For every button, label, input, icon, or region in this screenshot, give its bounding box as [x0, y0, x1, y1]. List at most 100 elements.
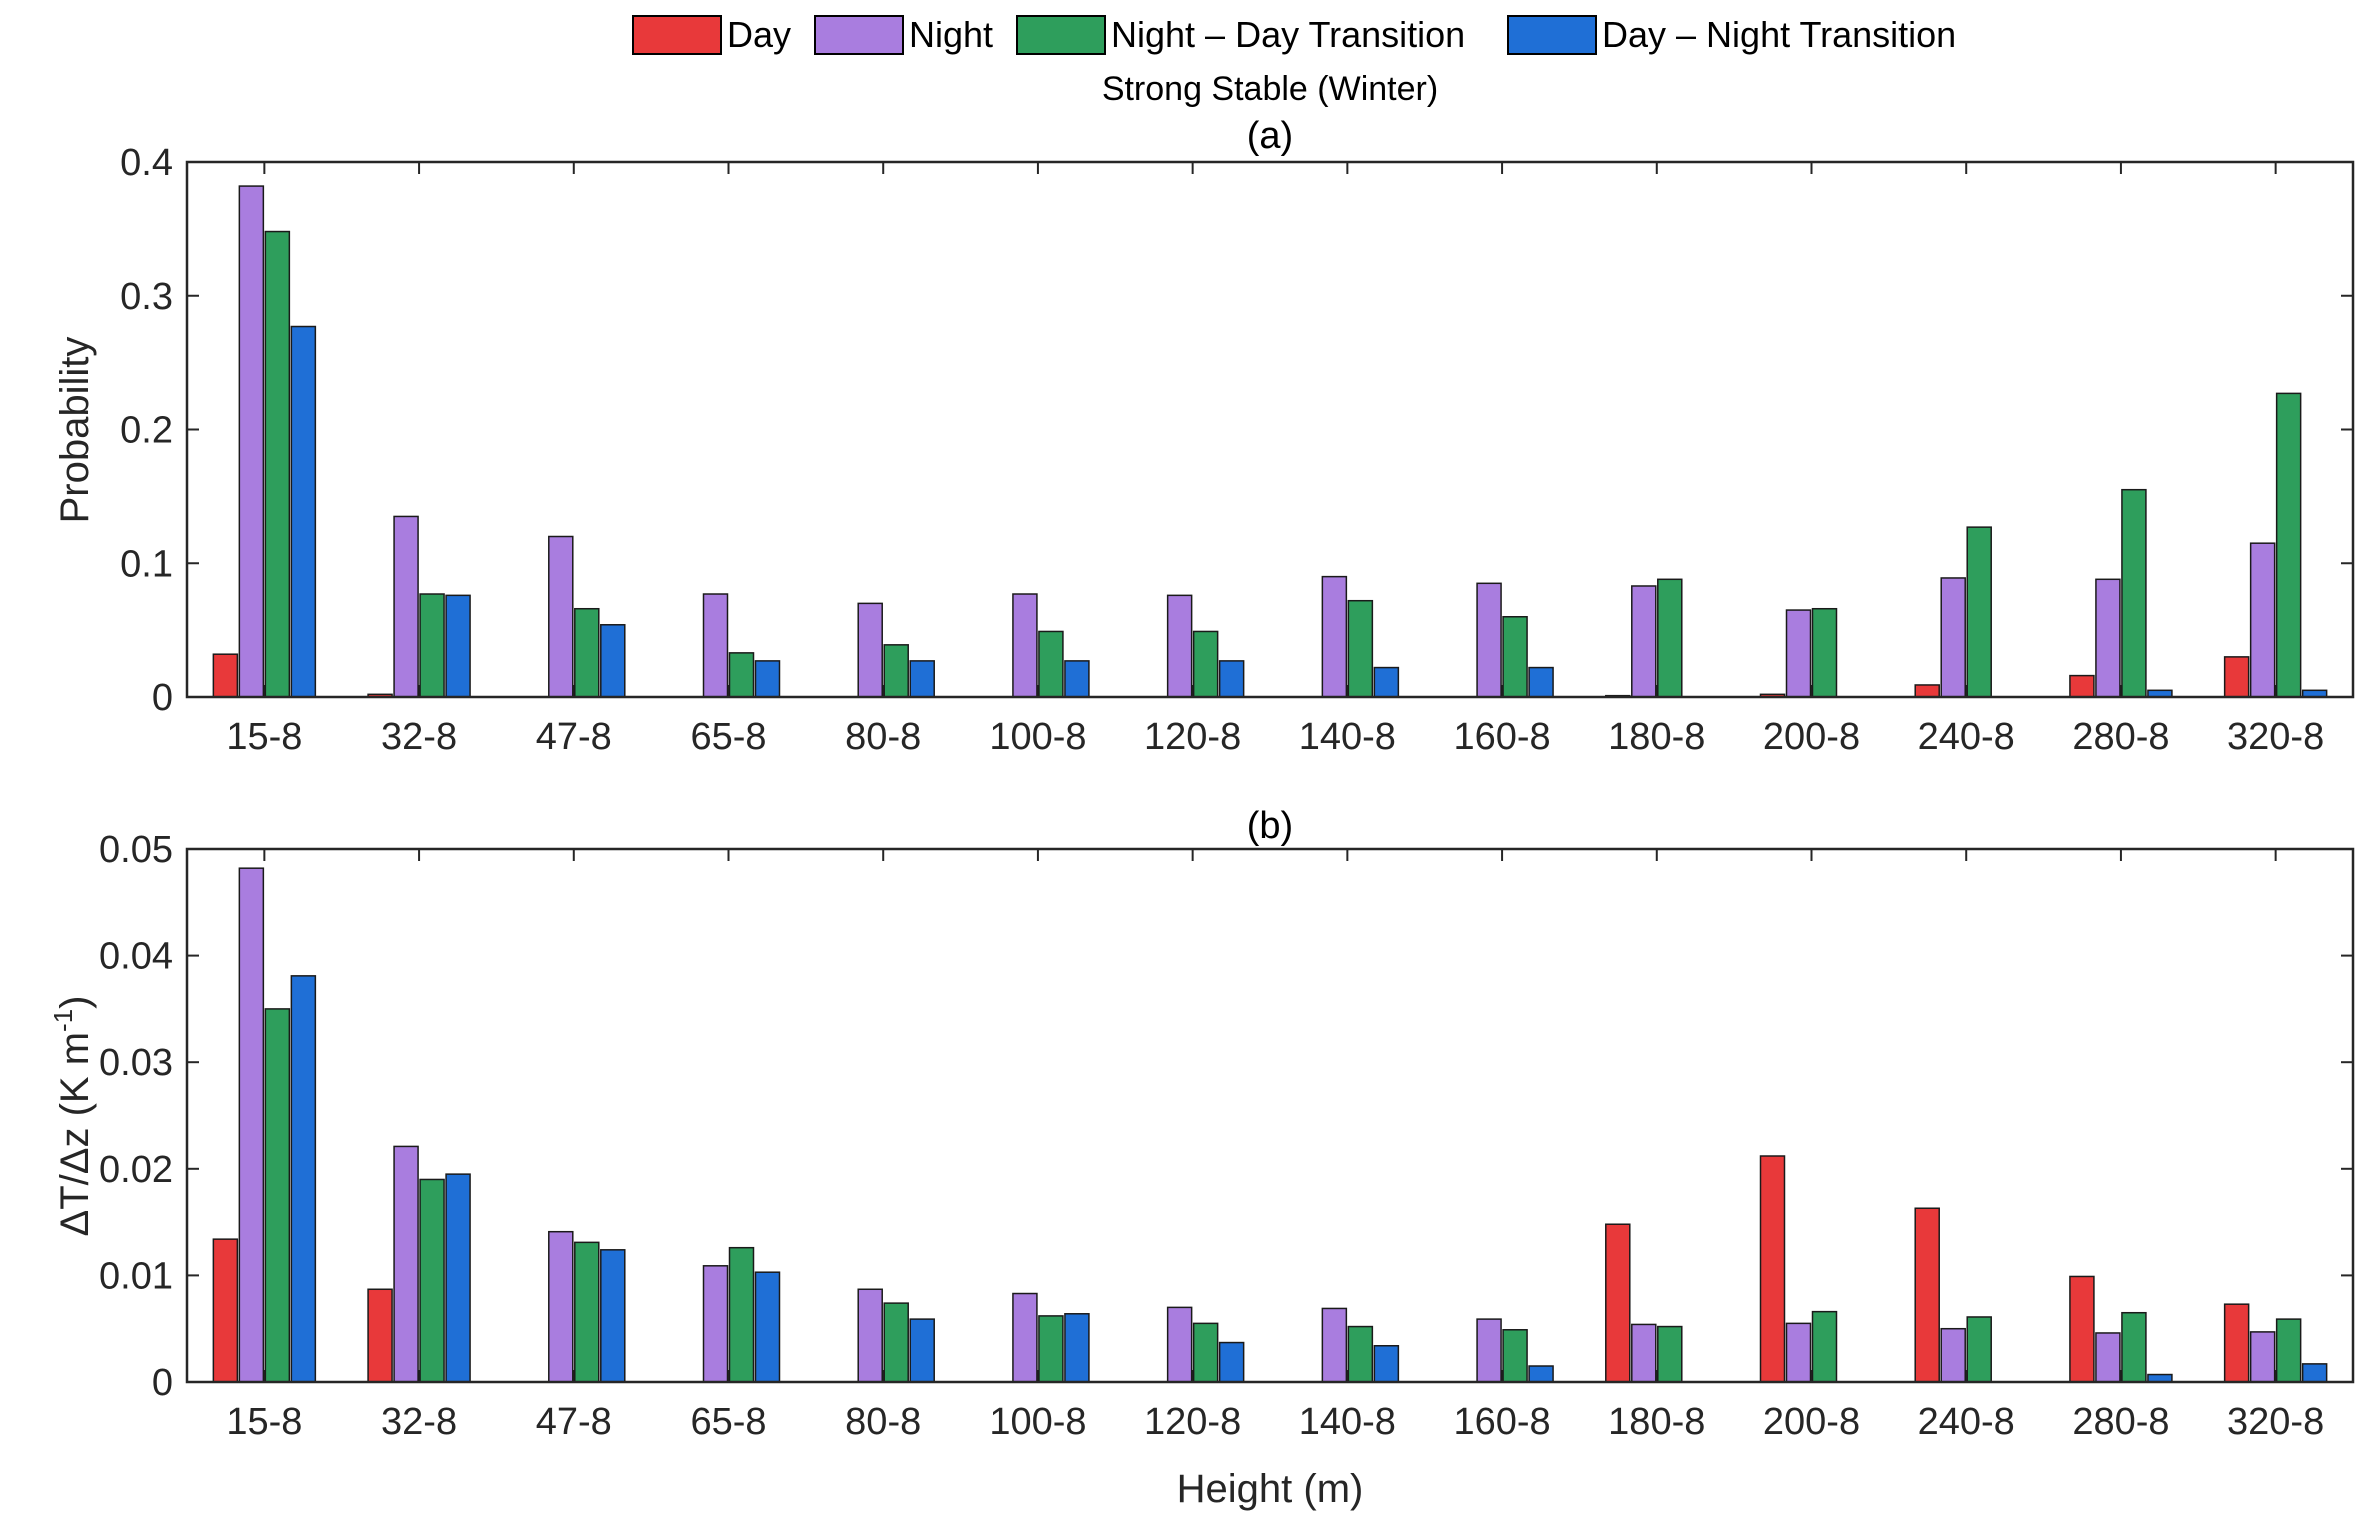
xtick-label: 160-8	[1453, 716, 1550, 758]
bar-night-15-8	[238, 867, 265, 1383]
bar-night-day-transition-65-8	[728, 652, 755, 698]
bar-night-180-8	[1631, 1323, 1657, 1383]
panel-b-ylabel: ΔT/Δz (K m-1)	[48, 996, 97, 1237]
bar-night-140-8	[1321, 575, 1348, 698]
xtick-label: 280-8	[2072, 1401, 2169, 1443]
bar-night-day-transition-280-8	[2121, 488, 2147, 698]
panel-b-title: (b)	[1247, 805, 1293, 847]
bar-night-65-8	[702, 1265, 729, 1383]
bar-night-280-8	[2095, 578, 2121, 698]
bar-day-280-8	[2069, 674, 2095, 698]
xtick-label: 240-8	[1918, 716, 2015, 758]
ytick-label: 0.01	[99, 1255, 173, 1297]
bar-night-120-8	[1166, 594, 1193, 698]
ytick-label: 0.05	[99, 829, 173, 871]
figure-subtitle: Strong Stable (Winter)	[1102, 70, 1438, 108]
panel-a-axes-box	[185, 160, 2355, 699]
bar-night-15-8	[238, 185, 265, 698]
bar-day-15-8	[212, 1238, 239, 1383]
bar-night-47-8	[548, 535, 574, 698]
panel-a-title: (a)	[1247, 115, 1293, 157]
panel-b-axes-box	[185, 847, 2355, 1384]
bar-day-night-transition-47-8	[600, 624, 626, 698]
bar-day-night-transition-160-8	[1528, 666, 1554, 698]
bar-night-240-8	[1940, 577, 1966, 698]
legend-swatch-0	[632, 15, 722, 55]
bar-night-day-transition-160-8	[1502, 1329, 1528, 1383]
bar-day-night-transition-140-8	[1373, 666, 1400, 698]
bar-day-200-8	[1759, 1155, 1786, 1383]
bar-night-day-transition-100-8	[1038, 630, 1064, 698]
bar-day-night-transition-120-8	[1218, 660, 1245, 698]
panel-b-ylabel-sup: -1	[48, 1009, 78, 1032]
xtick-label: 120-8	[1144, 716, 1241, 758]
legend-label-0: Day	[727, 14, 791, 55]
legend-label-3: Day – Night Transition	[1602, 14, 1956, 55]
bar-day-night-transition-65-8	[754, 660, 781, 698]
xtick-label: 47-8	[536, 1401, 612, 1443]
bar-night-day-transition-80-8	[883, 644, 909, 698]
xtick-label: 320-8	[2227, 1401, 2324, 1443]
bar-day-night-transition-15-8	[290, 325, 317, 698]
bar-night-day-transition-320-8	[2275, 392, 2302, 698]
xtick-label: 47-8	[536, 716, 612, 758]
bar-night-day-transition-120-8	[1192, 630, 1219, 698]
bar-night-day-transition-180-8	[1657, 1325, 1683, 1383]
ytick-label: 0.2	[120, 410, 173, 452]
bar-night-80-8	[857, 1288, 883, 1383]
xtick-label: 140-8	[1299, 716, 1396, 758]
panel-b-bars	[212, 867, 2328, 1383]
panel-b-ylabel-end: )	[53, 996, 97, 1009]
bar-night-day-transition-32-8	[419, 1178, 445, 1383]
xtick-label: 200-8	[1763, 716, 1860, 758]
bar-day-night-transition-100-8	[1064, 660, 1090, 698]
xtick-label: 100-8	[989, 1401, 1086, 1443]
bar-night-day-transition-140-8	[1347, 1325, 1374, 1383]
bar-night-180-8	[1631, 585, 1657, 698]
bar-night-65-8	[702, 593, 729, 698]
xtick-label: 15-8	[226, 1401, 302, 1443]
xtick-label: 180-8	[1608, 1401, 1705, 1443]
bar-night-day-transition-160-8	[1502, 616, 1528, 698]
xtick-label: 15-8	[226, 716, 302, 758]
xtick-label: 80-8	[845, 716, 921, 758]
bar-day-night-transition-47-8	[600, 1249, 626, 1383]
xtick-label: 320-8	[2227, 716, 2324, 758]
bar-day-night-transition-100-8	[1064, 1313, 1090, 1383]
bar-day-night-transition-32-8	[445, 594, 471, 698]
bar-night-280-8	[2095, 1332, 2121, 1383]
bar-night-day-transition-47-8	[574, 1241, 600, 1383]
xtick-label: 280-8	[2072, 716, 2169, 758]
legend-swatch-3	[1507, 15, 1597, 55]
xtick-label: 140-8	[1299, 1401, 1396, 1443]
bar-night-32-8	[393, 1145, 419, 1383]
bar-night-day-transition-32-8	[419, 593, 445, 698]
ytick-label: 0.02	[99, 1149, 173, 1191]
bar-night-47-8	[548, 1230, 574, 1383]
xtick-label: 180-8	[1608, 716, 1705, 758]
bar-night-200-8	[1785, 1322, 1812, 1383]
xtick-label: 80-8	[845, 1401, 921, 1443]
xtick-label: 32-8	[381, 1401, 457, 1443]
xtick-label: 32-8	[381, 716, 457, 758]
xtick-label: 65-8	[690, 1401, 766, 1443]
panel-a-ylabel: Probability	[53, 337, 97, 524]
xtick-label: 240-8	[1918, 1401, 2015, 1443]
bar-day-night-transition-80-8	[909, 660, 935, 698]
bar-day-320-8	[2223, 1303, 2250, 1383]
bar-night-day-transition-240-8	[1966, 1316, 1992, 1383]
x-axis-label: Height (m)	[1177, 1467, 1364, 1511]
legend: Day Night Night – Day Transition Day – Nigh…	[632, 14, 1956, 55]
bar-day-night-transition-65-8	[754, 1271, 781, 1383]
bar-day-night-transition-140-8	[1373, 1345, 1400, 1383]
bar-night-160-8	[1476, 582, 1502, 698]
bar-night-day-transition-15-8	[264, 1008, 291, 1383]
panel-a-ticks: 0 0.1 0.2 0.3 0.4 15-8 32-8 47-8 65-8 80-8 100-8 12…	[120, 142, 2353, 758]
legend-swatch-2	[1016, 15, 1106, 55]
bar-night-160-8	[1476, 1318, 1502, 1383]
bar-day-night-transition-15-8	[290, 975, 317, 1383]
bar-day-32-8	[367, 1288, 393, 1383]
bar-night-100-8	[1012, 1292, 1038, 1383]
bar-night-day-transition-240-8	[1966, 526, 1992, 698]
ytick-label: 0.4	[120, 142, 173, 184]
